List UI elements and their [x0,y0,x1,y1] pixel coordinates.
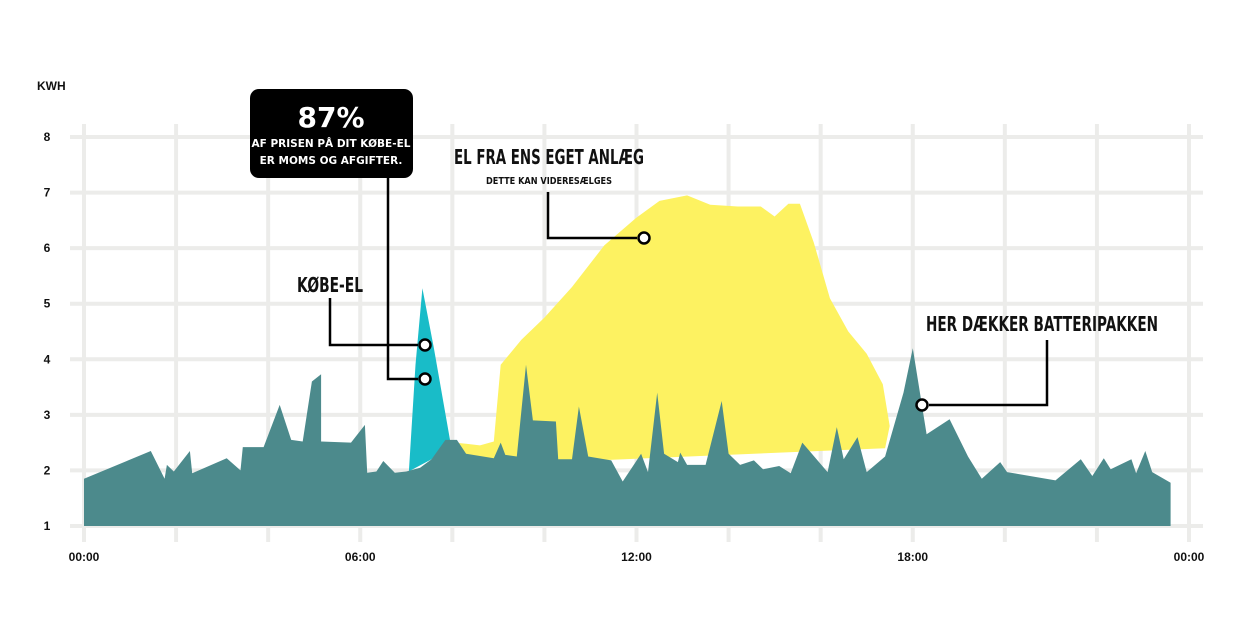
x-tick-label: 12:00 [621,550,652,564]
eget-anlaeg-sublabel: DETTE KAN VIDERESÆLGES [486,176,612,187]
callout-percent: 87% [297,101,364,134]
x-tick-label: 18:00 [897,550,928,564]
plot-areas [84,195,1171,526]
kobe-el-label: KØBE-EL [297,273,363,297]
y-axis-ticks: 1 2 3 4 5 6 7 8 [44,130,51,533]
x-tick-label: 00:00 [69,550,100,564]
y-tick-label: 7 [44,186,51,200]
y-tick-label: 8 [44,130,51,144]
kobe-el-leader-dot [418,338,432,352]
callout-line-1: AF PRISEN PÅ DIT KØBE-EL [252,137,411,150]
annotation-leaders [328,178,1049,412]
y-tick-label: 1 [44,519,51,533]
x-tick-label: 00:00 [1174,550,1205,564]
y-tick-label: 2 [44,463,51,477]
eget-anlaeg-label: EL FRA ENS EGET ANLÆG [454,145,644,169]
y-tick-label: 4 [44,352,51,366]
callout-box [250,89,413,178]
kobe-el-leader-line [328,298,418,347]
eget-anlaeg-leader-dot [637,231,651,245]
tax-callout: 87% AF PRISEN PÅ DIT KØBE-EL ER MOMS OG … [250,89,413,178]
batteri-leader-dot [915,398,929,412]
eget-anlaeg-leader-line [546,192,637,240]
x-axis-ticks: 00:00 06:00 12:00 18:00 00:00 [69,550,1205,564]
x-tick-label: 06:00 [345,550,376,564]
y-axis-unit-label: KWH [37,79,66,93]
y-tick-label: 3 [44,408,51,422]
y-tick-label: 5 [44,297,51,311]
consumption-area [84,348,1171,526]
batteri-label: HER DÆKKER BATTERIPAKKEN [926,312,1158,336]
callout-leader-line [386,178,418,381]
y-tick-label: 6 [44,241,51,255]
callout-line-2: ER MOMS OG AFGIFTER. [260,155,403,167]
own-production-area [424,195,890,468]
batteri-leader-line [929,340,1049,407]
callout-leader-dot [418,372,432,386]
